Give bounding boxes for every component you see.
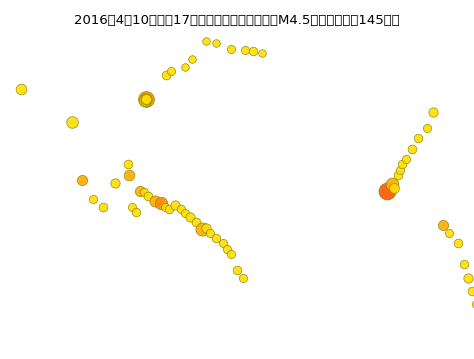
Point bbox=[128, 204, 136, 209]
Point bbox=[182, 210, 189, 216]
Point bbox=[464, 275, 472, 280]
Point bbox=[188, 56, 195, 62]
Point bbox=[89, 196, 97, 201]
Point bbox=[142, 96, 150, 102]
Point bbox=[140, 189, 148, 195]
Point bbox=[454, 241, 461, 246]
Point bbox=[223, 246, 230, 252]
Point bbox=[17, 87, 24, 92]
Point bbox=[402, 156, 410, 162]
Point bbox=[186, 214, 193, 220]
Point bbox=[390, 185, 397, 191]
Point bbox=[206, 230, 214, 236]
Point bbox=[429, 109, 437, 115]
Point bbox=[182, 64, 189, 70]
Point bbox=[227, 251, 235, 257]
Point bbox=[239, 275, 247, 280]
Point bbox=[383, 188, 391, 194]
Point bbox=[142, 97, 149, 103]
Point bbox=[213, 41, 220, 46]
Point bbox=[227, 46, 235, 51]
Point bbox=[151, 199, 158, 204]
Point bbox=[396, 167, 403, 173]
Point bbox=[446, 230, 453, 236]
Point bbox=[233, 267, 241, 272]
Point bbox=[468, 288, 474, 294]
Point bbox=[202, 225, 210, 230]
Point bbox=[99, 204, 107, 209]
Point bbox=[165, 206, 173, 212]
Point bbox=[145, 193, 152, 199]
Point bbox=[162, 72, 170, 78]
Point bbox=[202, 38, 210, 43]
Point bbox=[178, 206, 185, 212]
Point bbox=[415, 135, 422, 141]
Point bbox=[142, 97, 149, 102]
Point bbox=[439, 222, 447, 228]
Point bbox=[423, 125, 430, 130]
Text: 2016年4月10日から17日までに発生した世界のM4.5以上の地震（145回）: 2016年4月10日から17日までに発生した世界のM4.5以上の地震（145回） bbox=[74, 14, 400, 27]
Point bbox=[250, 48, 257, 54]
Point bbox=[394, 172, 401, 178]
Point bbox=[132, 209, 140, 215]
Point bbox=[398, 162, 406, 167]
Point bbox=[172, 202, 179, 208]
Point bbox=[192, 219, 200, 225]
Point bbox=[142, 96, 150, 102]
Point bbox=[124, 162, 132, 167]
Point bbox=[111, 180, 119, 186]
Point bbox=[388, 181, 395, 187]
Point bbox=[219, 241, 227, 246]
Point bbox=[137, 188, 144, 194]
Point bbox=[241, 47, 249, 53]
Point bbox=[157, 200, 164, 205]
Point bbox=[167, 68, 175, 74]
Point bbox=[198, 226, 206, 232]
Point bbox=[68, 120, 76, 125]
Point bbox=[161, 204, 169, 209]
Point bbox=[258, 50, 265, 55]
Point bbox=[213, 235, 220, 241]
Point bbox=[472, 301, 474, 307]
Point bbox=[79, 177, 86, 183]
Point bbox=[125, 172, 133, 178]
Point bbox=[409, 146, 416, 151]
Point bbox=[460, 262, 467, 267]
